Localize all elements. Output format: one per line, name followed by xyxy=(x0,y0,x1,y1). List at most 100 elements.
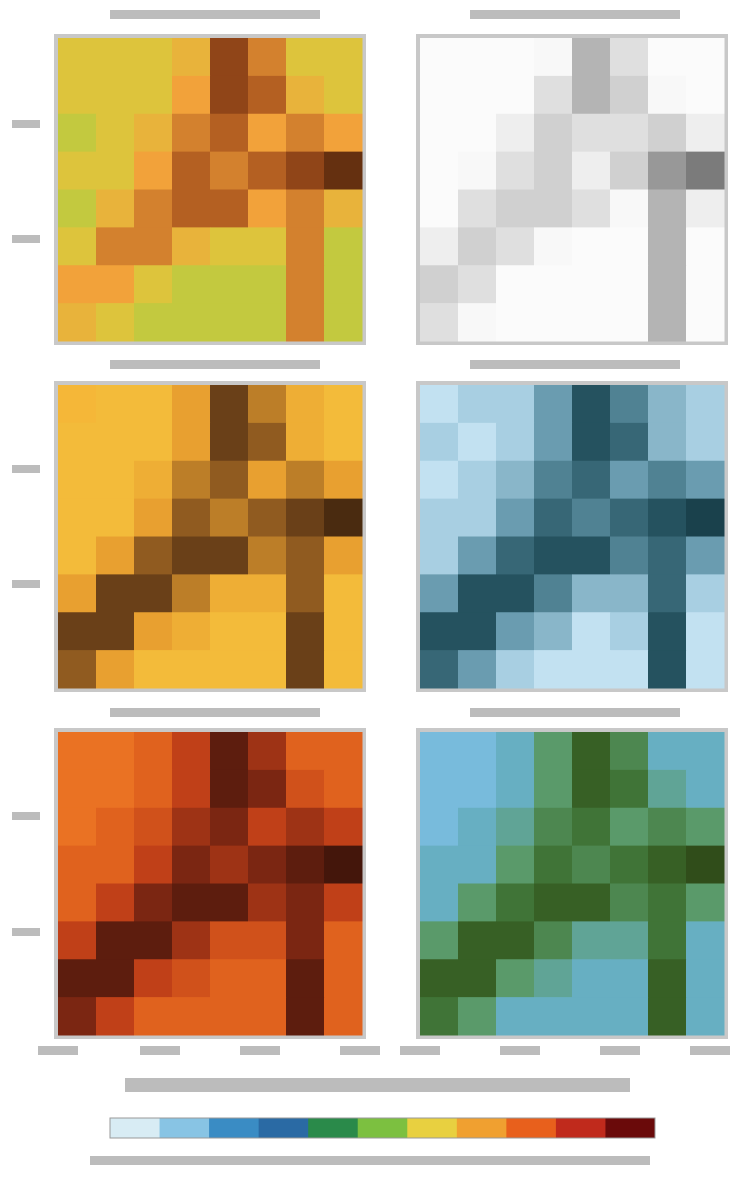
heat-cell xyxy=(172,499,211,537)
heat-cell xyxy=(286,461,325,499)
heat-cell xyxy=(420,303,459,341)
heat-cell xyxy=(210,190,249,228)
heat-cell xyxy=(686,650,725,688)
heat-cell xyxy=(648,76,687,114)
heat-cell xyxy=(58,385,97,423)
heat-cell xyxy=(286,846,325,884)
heat-cell xyxy=(172,884,211,922)
heat-cell xyxy=(572,461,611,499)
heat-cell xyxy=(58,76,97,114)
heat-cell xyxy=(58,959,97,997)
heat-cell xyxy=(96,461,135,499)
colorbar-swatch xyxy=(259,1118,309,1138)
heat-cell xyxy=(248,499,287,537)
heat-cell xyxy=(458,921,497,959)
heat-cell xyxy=(172,997,211,1035)
heat-cell xyxy=(286,38,325,76)
heat-cell xyxy=(496,76,535,114)
heat-cell xyxy=(172,959,211,997)
y-tick xyxy=(12,465,40,473)
x-tick xyxy=(240,1046,280,1055)
heat-cell xyxy=(648,612,687,650)
heat-cell xyxy=(458,732,497,770)
heat-cell xyxy=(496,997,535,1035)
heat-cell xyxy=(324,423,363,461)
colorbar-label xyxy=(125,1078,630,1092)
y-tick xyxy=(12,812,40,820)
heat-cell xyxy=(572,921,611,959)
heat-cell xyxy=(610,76,649,114)
heat-cell xyxy=(534,997,573,1035)
heat-cell xyxy=(324,152,363,190)
heat-cell xyxy=(610,612,649,650)
heat-cell xyxy=(96,612,135,650)
heat-cell xyxy=(496,303,535,341)
heat-cell xyxy=(534,574,573,612)
heat-cell xyxy=(248,732,287,770)
heat-cell xyxy=(134,38,173,76)
heat-cell xyxy=(420,959,459,997)
x-tick xyxy=(600,1046,640,1055)
heat-cell xyxy=(610,423,649,461)
heat-cell xyxy=(324,846,363,884)
heat-cell xyxy=(420,114,459,152)
heat-cell xyxy=(648,650,687,688)
heat-cell xyxy=(496,537,535,575)
heat-cell xyxy=(572,846,611,884)
heat-cell xyxy=(58,732,97,770)
heat-cell xyxy=(458,265,497,303)
heat-cell xyxy=(496,884,535,922)
heat-cell xyxy=(610,650,649,688)
heat-cell xyxy=(286,808,325,846)
heat-cell xyxy=(324,38,363,76)
heat-cell xyxy=(58,612,97,650)
heat-cell xyxy=(134,732,173,770)
heat-cell xyxy=(58,303,97,341)
heat-cell xyxy=(58,227,97,265)
heat-cell xyxy=(324,227,363,265)
x-tick xyxy=(690,1046,730,1055)
heat-cell xyxy=(286,959,325,997)
heat-cell xyxy=(686,190,725,228)
heat-cell xyxy=(534,303,573,341)
heat-cell xyxy=(572,303,611,341)
heat-cell xyxy=(96,227,135,265)
heat-cell xyxy=(610,732,649,770)
heat-cell xyxy=(248,385,287,423)
heat-cell xyxy=(686,152,725,190)
x-tick xyxy=(500,1046,540,1055)
heat-cell xyxy=(534,38,573,76)
heat-cell xyxy=(648,921,687,959)
heat-cell xyxy=(496,650,535,688)
heat-cell xyxy=(96,114,135,152)
heat-cell xyxy=(420,227,459,265)
heat-cell xyxy=(496,808,535,846)
heat-cell xyxy=(248,227,287,265)
heat-cell xyxy=(58,499,97,537)
heat-cell xyxy=(572,997,611,1035)
heat-cell xyxy=(534,499,573,537)
heat-cell xyxy=(534,650,573,688)
heat-cell xyxy=(610,574,649,612)
heat-cell xyxy=(458,574,497,612)
heat-cell xyxy=(458,227,497,265)
heat-cell xyxy=(96,265,135,303)
heat-cell xyxy=(572,959,611,997)
heat-cell xyxy=(686,76,725,114)
heat-cell xyxy=(134,612,173,650)
heat-cell xyxy=(458,76,497,114)
heat-cell xyxy=(534,152,573,190)
heat-cell xyxy=(610,997,649,1035)
heat-cell xyxy=(534,770,573,808)
heat-cell xyxy=(324,461,363,499)
heat-cell xyxy=(686,574,725,612)
heat-cell xyxy=(58,808,97,846)
heat-cell xyxy=(610,265,649,303)
heat-cell xyxy=(286,499,325,537)
heat-cell xyxy=(458,884,497,922)
y-tick xyxy=(12,928,40,936)
heat-cell xyxy=(420,770,459,808)
colorbar-swatch xyxy=(358,1118,408,1138)
heat-cell xyxy=(610,537,649,575)
heat-cell xyxy=(210,499,249,537)
